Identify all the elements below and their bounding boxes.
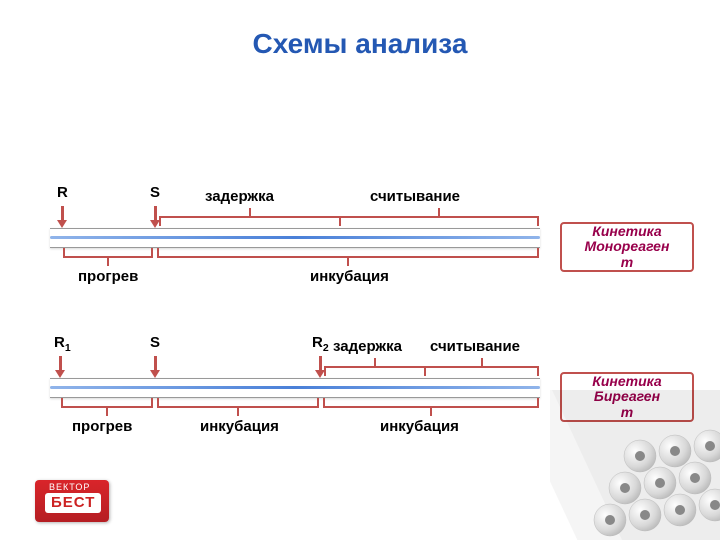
heat2-bracket-label: прогрев bbox=[72, 418, 132, 435]
corner-decoration bbox=[550, 390, 720, 540]
read-bracket-label: считывание bbox=[370, 188, 460, 205]
S-arrow-label: S bbox=[150, 334, 160, 351]
incub2b-bracket-label: инкубация bbox=[380, 418, 459, 435]
logo: ВЕКТОР БЕСТ bbox=[35, 480, 109, 522]
scheme-mono: R Sзадержка считывание прогрев инкубация Кине… bbox=[0, 180, 720, 320]
incub-bracket-label: инкубация bbox=[310, 268, 389, 285]
delay2-bracket-label: задержка bbox=[333, 338, 402, 355]
page-title: Схемы анализа bbox=[0, 0, 720, 60]
incub2a-bracket-label: инкубация bbox=[200, 418, 279, 435]
logo-top: ВЕКТОР bbox=[49, 482, 90, 492]
scheme-mono-midline bbox=[50, 236, 540, 239]
R1-arrow-label: R1 bbox=[54, 334, 71, 354]
S-arrow-label: S bbox=[150, 184, 160, 201]
scheme-bi-midline bbox=[50, 386, 540, 389]
R2-arrow-label: R2 bbox=[312, 334, 329, 354]
logo-main: БЕСТ bbox=[45, 493, 101, 513]
R-arrow-label: R bbox=[57, 184, 68, 201]
scheme-mono-sidebox: КинетикаМонореагент bbox=[560, 222, 694, 272]
delay-bracket-label: задержка bbox=[205, 188, 274, 205]
heat-bracket-label: прогрев bbox=[78, 268, 138, 285]
read2-bracket-label: считывание bbox=[430, 338, 520, 355]
